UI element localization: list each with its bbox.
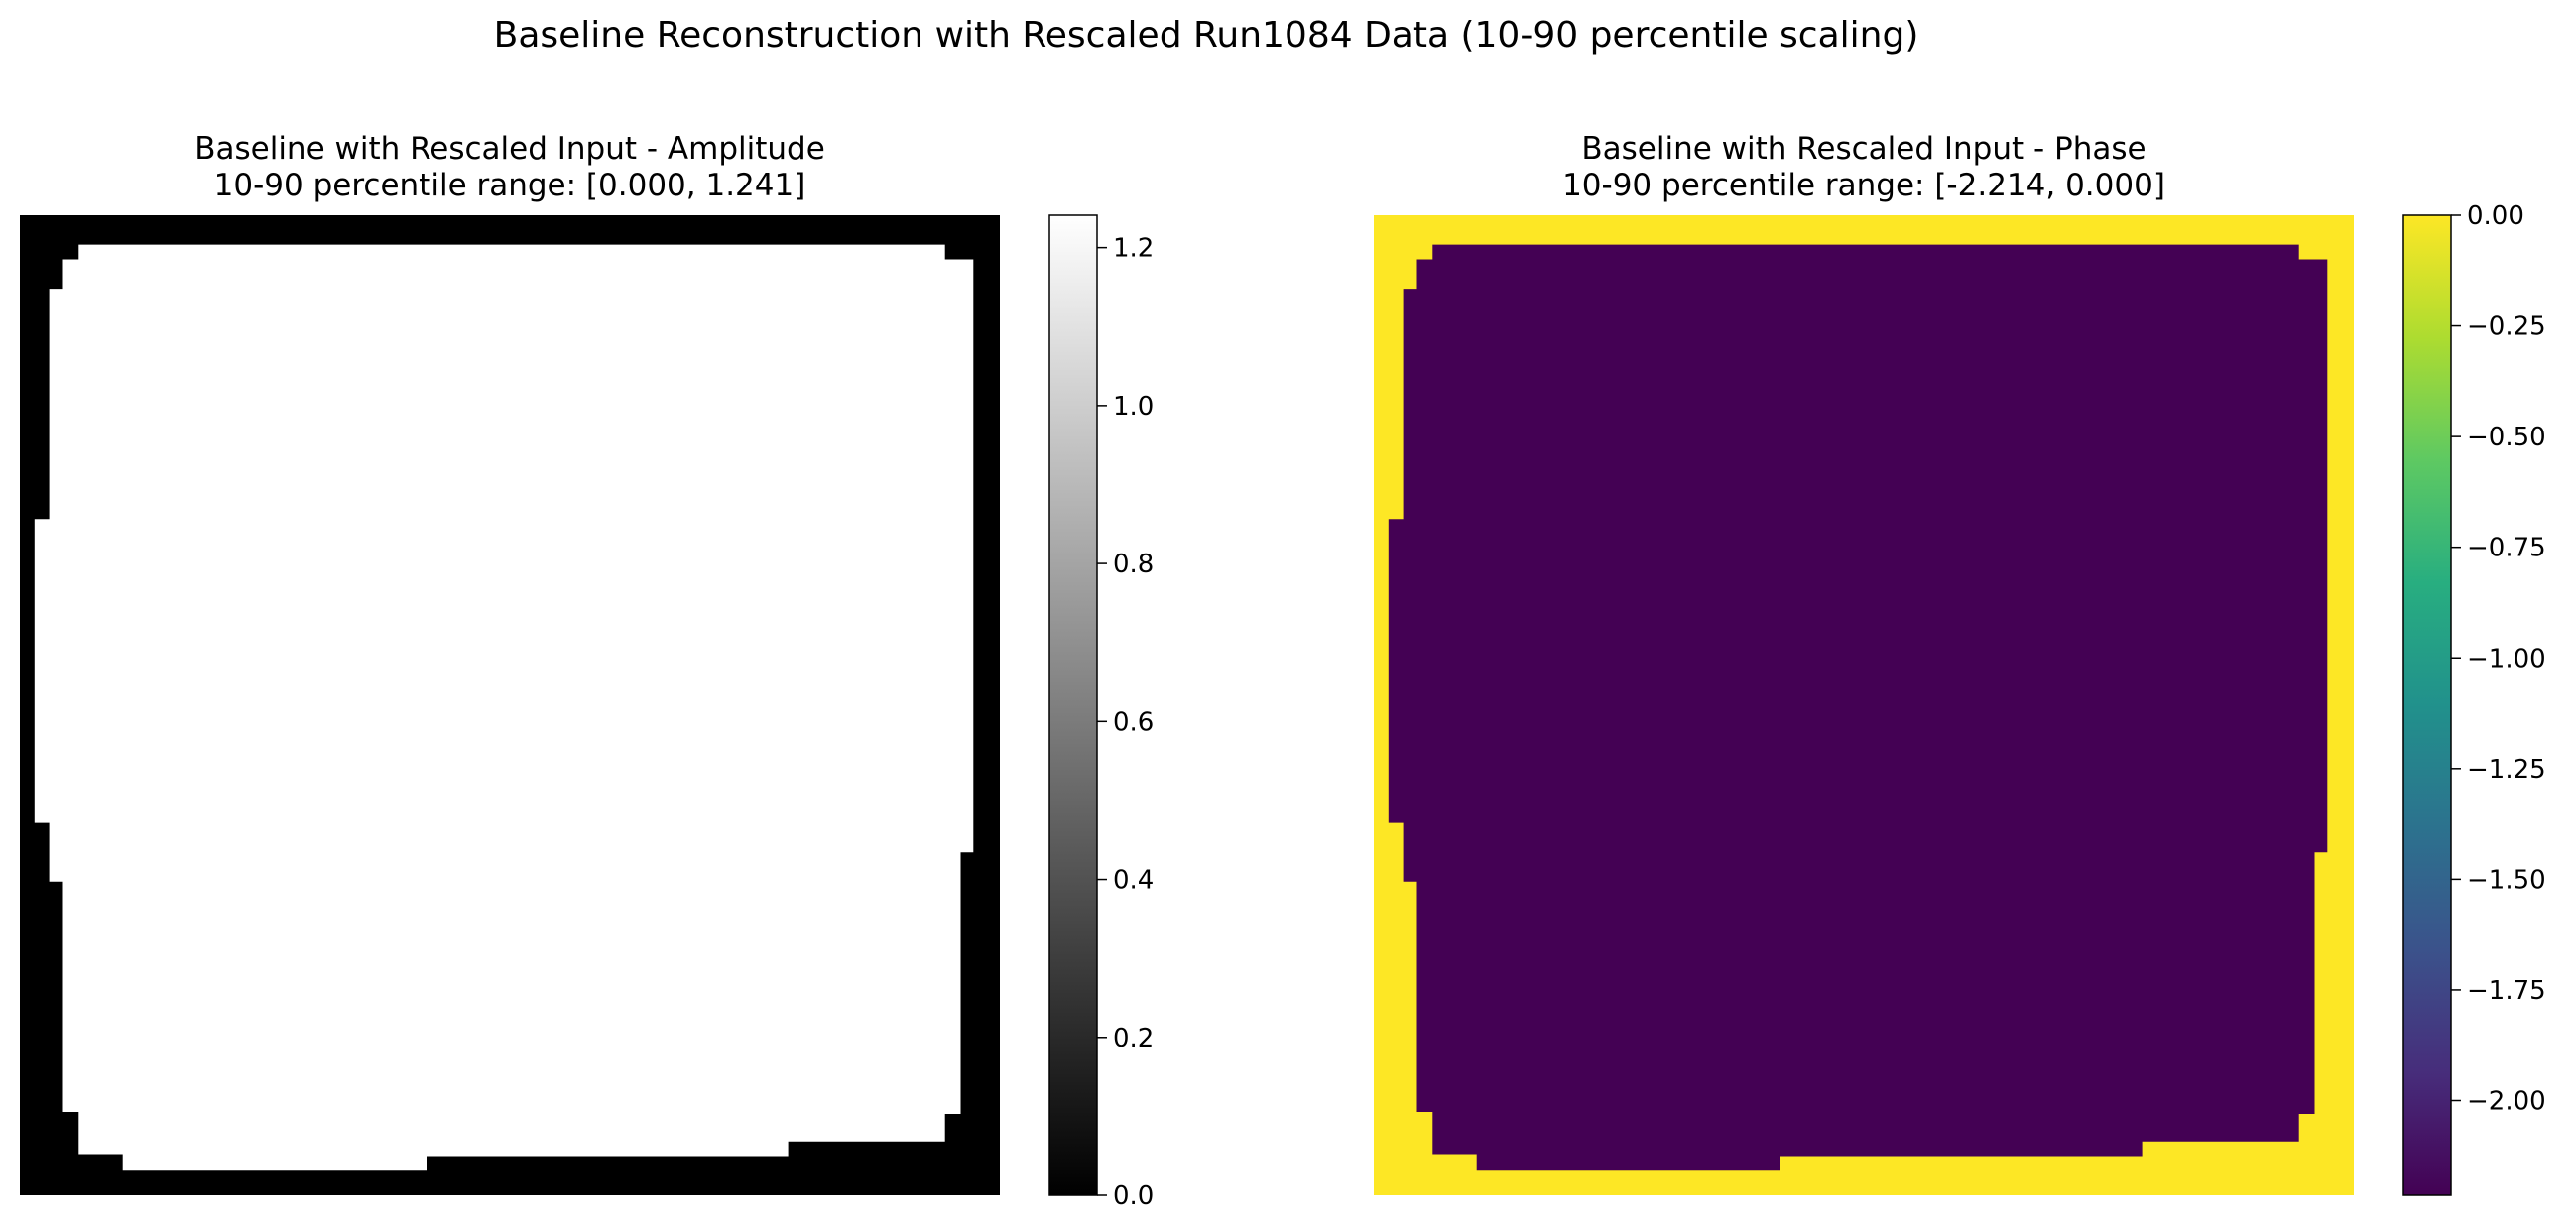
phase-colorbar-tick-label: −2.00 (2467, 1087, 2546, 1117)
amplitude-colorbar-tick-label: 0.2 (1113, 1024, 1154, 1053)
amplitude-colorbar-tick-label: 0.0 (1113, 1181, 1154, 1211)
phase-heatmap (1374, 215, 2354, 1195)
phase-colorbar-gradient (2402, 214, 2452, 1196)
phase-colorbar-tick-label: −1.75 (2467, 976, 2546, 1006)
phase-colorbar-tick-label: −0.75 (2467, 534, 2546, 563)
amplitude-heatmap-interior (34, 244, 974, 1171)
phase-colorbar-ticks: 0.00 −0.25 −0.50 −0.75 −1.00 −1.25 −1.50 −1.75 −… (2451, 201, 2546, 1117)
amplitude-colorbar-tick-label: 0.6 (1113, 707, 1154, 737)
phase-colorbar-tick-label: −1.00 (2467, 644, 2546, 674)
amplitude-colorbar-tick-label: 0.8 (1113, 550, 1154, 579)
phase-colorbar: 0.00 −0.25 −0.50 −0.75 −1.00 −1.25 −1.50 −1.75 −… (2402, 201, 2546, 1196)
phase-range-subtitle: 10-90 percentile range: [-2.214, 0.000] (1562, 168, 2165, 203)
amplitude-colorbar-tick-label: 1.0 (1113, 392, 1154, 422)
phase-panel: Baseline with Rescaled Input - Phase 10-… (1374, 131, 2546, 1196)
figure-suptitle: Baseline Reconstruction with Rescaled Ru… (494, 15, 1919, 56)
phase-heatmap-interior (1388, 244, 2328, 1171)
phase-title: Baseline with Rescaled Input - Phase (1581, 131, 2146, 167)
amplitude-colorbar-tick-label: 0.4 (1113, 866, 1154, 896)
phase-colorbar-tick-label: 0.00 (2467, 201, 2524, 231)
phase-colorbar-tick-label: −1.25 (2467, 755, 2546, 785)
amplitude-heatmap (20, 215, 1000, 1195)
amplitude-panel: Baseline with Rescaled Input - Amplitude… (20, 131, 1154, 1211)
phase-colorbar-tick-label: −0.50 (2467, 423, 2546, 452)
amplitude-colorbar-tick-label: 1.2 (1113, 234, 1154, 264)
amplitude-title: Baseline with Rescaled Input - Amplitude (194, 131, 825, 167)
phase-colorbar-tick-label: −0.25 (2467, 312, 2546, 342)
amplitude-colorbar-ticks: 0.0 0.2 0.4 0.6 0.8 1.0 1.2 (1097, 234, 1154, 1211)
amplitude-colorbar-gradient (1048, 214, 1098, 1196)
phase-colorbar-tick-label: −1.50 (2467, 865, 2546, 895)
amplitude-colorbar: 0.0 0.2 0.4 0.6 0.8 1.0 1.2 (1048, 214, 1154, 1211)
amplitude-range-subtitle: 10-90 percentile range: [0.000, 1.241] (214, 168, 806, 203)
